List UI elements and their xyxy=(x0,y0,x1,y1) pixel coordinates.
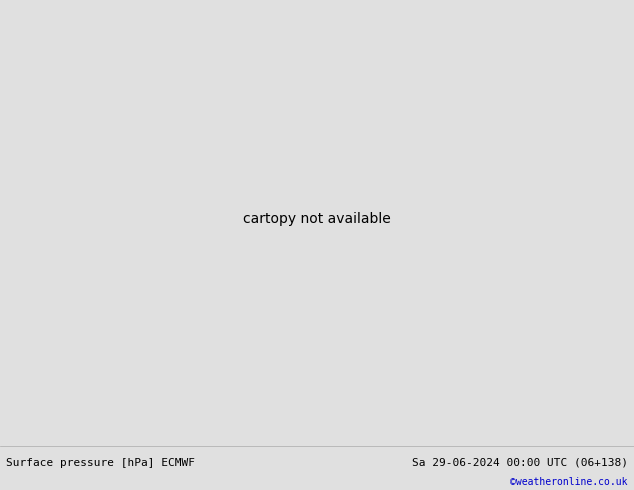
Text: cartopy not available: cartopy not available xyxy=(243,212,391,226)
Text: Surface pressure [hPa] ECMWF: Surface pressure [hPa] ECMWF xyxy=(6,458,195,467)
Text: Sa 29-06-2024 00:00 UTC (06+138): Sa 29-06-2024 00:00 UTC (06+138) xyxy=(411,458,628,467)
Text: ©weatheronline.co.uk: ©weatheronline.co.uk xyxy=(510,477,628,487)
